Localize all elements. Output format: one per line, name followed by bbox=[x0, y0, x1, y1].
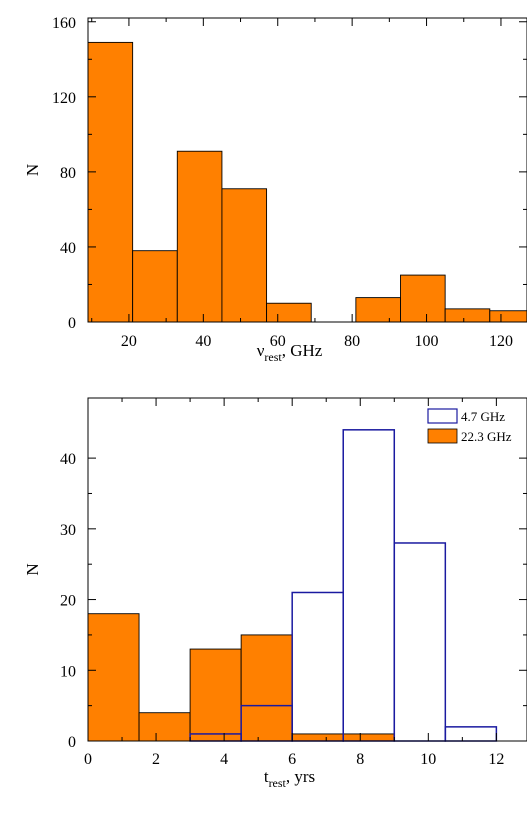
bottom-x-axis-label-sub: rest bbox=[269, 776, 287, 790]
top-y-tick-label: 0 bbox=[68, 315, 76, 332]
bottom-x-axis-label: trest, yrs bbox=[264, 767, 315, 790]
bottom-bar-22-3-ghz-2 bbox=[189, 648, 242, 742]
legend: 4.7 GHz 22.3 GHz bbox=[427, 408, 512, 444]
bottom-x-tick-label: 12 bbox=[488, 751, 504, 768]
top-bar-series-7 bbox=[400, 274, 446, 323]
bottom-ticks: 0 2 4 6 8 10 12 0 10 20 30 40 bbox=[60, 398, 527, 768]
bottom-x-axis-label-main: t bbox=[264, 767, 269, 786]
top-bar-series-4 bbox=[266, 302, 312, 323]
bottom-histogram-panel: 0 2 4 6 8 10 12 0 10 20 30 40 N trest, yrs 4.7 GHz … bbox=[23, 397, 527, 790]
bottom-bar-4-7-ghz-5 bbox=[444, 726, 498, 742]
bottom-x-tick-label: 10 bbox=[420, 751, 436, 768]
top-bar-series-2 bbox=[176, 150, 223, 323]
bottom-bars bbox=[87, 429, 498, 742]
top-bar-series-8 bbox=[444, 308, 491, 323]
top-x-axis-label-tail: , GHz bbox=[282, 341, 323, 360]
top-x-axis-label-sub: rest bbox=[264, 350, 282, 364]
bottom-bar-22-3-ghz-4 bbox=[291, 733, 344, 742]
bottom-bar-4-7-ghz-3 bbox=[342, 429, 396, 742]
bottom-y-tick-label: 40 bbox=[60, 451, 76, 468]
top-bar-series-9 bbox=[489, 310, 527, 323]
bottom-y-tick-label: 0 bbox=[68, 734, 76, 751]
legend-swatch-4-7ghz bbox=[427, 408, 458, 424]
bottom-bar-22-3-ghz-3 bbox=[240, 634, 293, 742]
top-y-tick-label: 160 bbox=[52, 15, 76, 32]
legend-label-22-3ghz: 22.3 GHz bbox=[461, 429, 512, 444]
bottom-bar-22-3-ghz-1 bbox=[138, 712, 191, 742]
top-x-axis-label-main: ν bbox=[257, 341, 265, 360]
top-bar-series-6 bbox=[355, 297, 401, 323]
bottom-bar-22-3-ghz-0 bbox=[87, 613, 140, 742]
bottom-plot-frame bbox=[87, 397, 527, 742]
bottom-y-axis-label: N bbox=[23, 563, 42, 575]
top-x-tick-label: 100 bbox=[415, 333, 439, 350]
top-histogram-panel: 20 40 60 80 100 120 0 40 80 120 160 N νrest, GHz bbox=[23, 15, 527, 364]
top-ticks: 20 40 60 80 100 120 0 40 80 120 160 bbox=[52, 15, 527, 350]
bottom-x-tick-label: 4 bbox=[220, 751, 228, 768]
bottom-x-tick-label: 6 bbox=[288, 751, 296, 768]
top-bar-series-1 bbox=[132, 250, 178, 323]
top-bar-series-3 bbox=[221, 188, 268, 323]
bottom-y-tick-label: 30 bbox=[60, 522, 76, 539]
bottom-bar-22-3-ghz-5 bbox=[342, 733, 395, 742]
top-y-tick-label: 40 bbox=[60, 240, 76, 257]
top-bar-series-0 bbox=[87, 41, 134, 323]
top-y-tick-label: 120 bbox=[52, 90, 76, 107]
bottom-bar-4-7-ghz-2 bbox=[291, 591, 344, 742]
bottom-y-tick-label: 10 bbox=[60, 663, 76, 680]
bottom-y-tick-label: 20 bbox=[60, 593, 76, 610]
top-y-tick-label: 80 bbox=[60, 165, 76, 182]
top-x-tick-label: 40 bbox=[195, 333, 211, 350]
top-plot-frame bbox=[87, 17, 527, 323]
bottom-x-tick-label: 8 bbox=[356, 751, 364, 768]
top-x-tick-label: 80 bbox=[344, 333, 360, 350]
top-x-axis-label: νrest, GHz bbox=[257, 341, 323, 364]
top-x-tick-label: 120 bbox=[489, 333, 513, 350]
bottom-x-axis-label-tail: , yrs bbox=[286, 767, 315, 786]
bottom-x-tick-label: 0 bbox=[84, 751, 92, 768]
legend-label-4-7ghz: 4.7 GHz bbox=[461, 409, 505, 424]
top-bars bbox=[87, 41, 527, 323]
legend-swatch-22-3ghz bbox=[427, 428, 458, 444]
top-x-tick-label: 60 bbox=[270, 333, 286, 350]
bottom-x-tick-label: 2 bbox=[152, 751, 160, 768]
bottom-bar-4-7-ghz-4 bbox=[393, 542, 447, 742]
top-x-tick-label: 20 bbox=[121, 333, 137, 350]
top-y-axis-label: N bbox=[23, 164, 42, 176]
